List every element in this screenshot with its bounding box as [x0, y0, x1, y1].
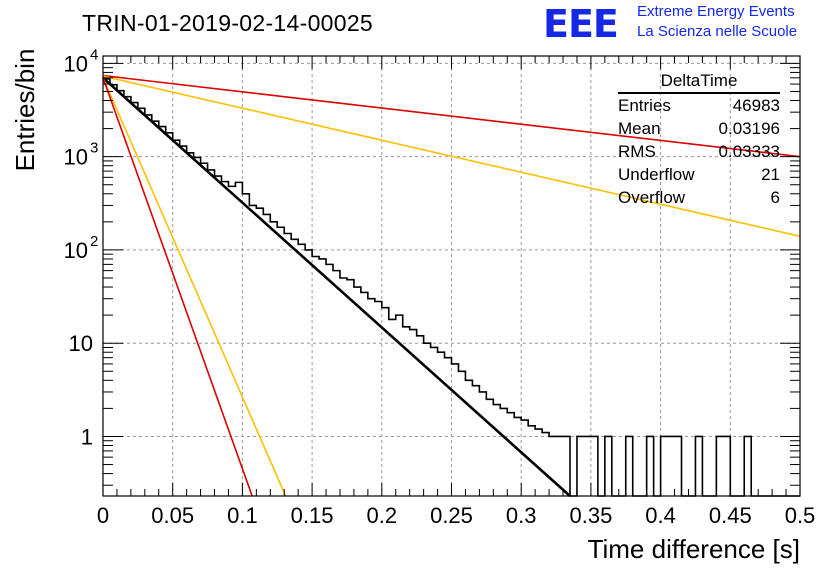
y-axis-label: Entries/bin [10, 49, 40, 172]
x-tick-label: 0.05 [151, 503, 194, 528]
stats-label: Underflow [618, 165, 695, 184]
stats-value: 0.03196 [718, 119, 780, 138]
stats-row: Underflow 21 [612, 163, 780, 186]
x-tick-label: 0.25 [430, 503, 473, 528]
x-tick-label: 0.5 [785, 503, 816, 528]
stats-value: 21 [761, 165, 780, 184]
stats-label: Mean [618, 119, 661, 138]
x-tick-label: 0.45 [709, 503, 752, 528]
y-tick-label: 10 [69, 331, 93, 356]
histogram-step [103, 78, 800, 497]
stats-row: Mean 0.03196 [612, 117, 780, 140]
stats-label: Entries [618, 96, 671, 115]
stats-value: 0.03333 [718, 142, 780, 161]
stats-value: 46983 [732, 96, 780, 115]
stats-title: DeltaTime [618, 70, 780, 94]
stats-row: RMS 0.03333 [612, 140, 780, 163]
ticks: 0 0.05 0.1 0.15 0.2 0.25 0.3 0.35 0.4 0.45 0.5 1 10 1… [64, 46, 816, 528]
logo-subtitle-1: Extreme Energy Events [637, 3, 795, 20]
y-tick-exponent: 4 [90, 46, 98, 63]
stats-label: Overflow [618, 188, 686, 207]
x-tick-label: 0.2 [367, 503, 398, 528]
x-tick-label: 0.3 [506, 503, 537, 528]
stats-label: RMS [618, 142, 656, 161]
x-tick-label: 0.4 [645, 503, 676, 528]
y-tick-exponent: 2 [90, 233, 98, 250]
x-tick-label: 0.35 [569, 503, 612, 528]
y-tick-exponent: 3 [90, 140, 98, 157]
fit-line-lower-red [102, 77, 253, 497]
x-tick-label: 0 [97, 503, 109, 528]
fit-line-upper-orange [102, 75, 801, 238]
histogram-title: TRIN-01-2019-02-14-00025 [82, 10, 374, 36]
y-tick-label: 10 [64, 238, 88, 263]
x-tick-label: 0.1 [227, 503, 258, 528]
y-tick-label: 10 [64, 51, 88, 76]
plot-data [102, 74, 801, 497]
x-axis-label: Time difference [s] [588, 534, 800, 564]
x-tick-label: 0.15 [291, 503, 334, 528]
stats-box: DeltaTime Entries 46983 Mean 0.03196 RMS 0.03… [612, 70, 780, 209]
logo-subtitle-2: La Scienza nelle Scuole [637, 23, 798, 40]
fit-line-fit [102, 76, 571, 497]
stats-value: 6 [770, 188, 780, 207]
y-tick-label: 1 [81, 424, 93, 449]
fit-line-lower-orange [102, 77, 287, 497]
stats-row: Entries 46983 [612, 94, 780, 117]
y-tick-label: 10 [64, 145, 88, 170]
eee-logo: EEE [543, 2, 619, 46]
stats-row: Overflow 6 [612, 186, 780, 209]
fit-line-upper-red [102, 74, 801, 158]
